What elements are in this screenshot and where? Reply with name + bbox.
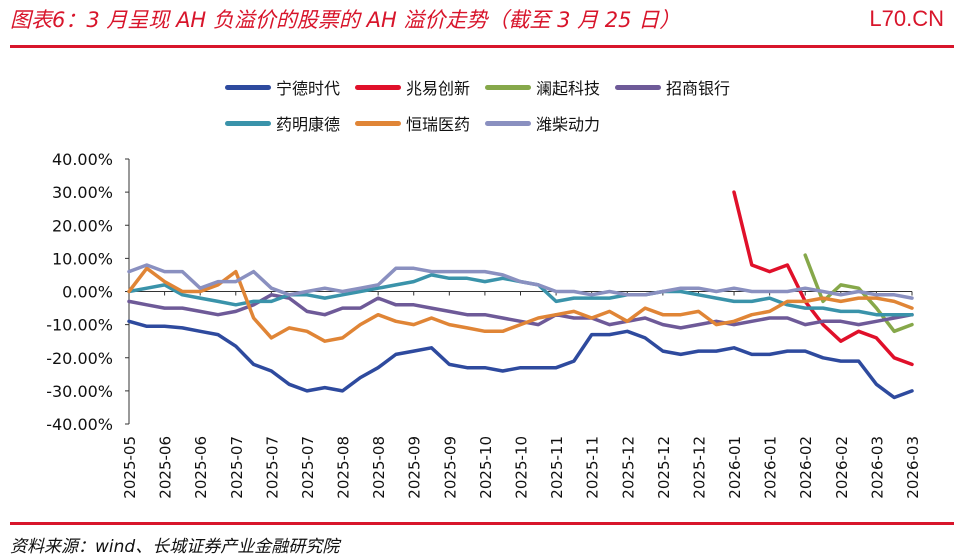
legend-swatch [355,120,401,126]
legend-swatch [485,84,531,90]
legend-item: 潍柴动力 [485,111,615,135]
legend-label: 宁德时代 [276,79,341,98]
legend-item: 药明康德 [225,111,355,135]
x-tick-label: 2026-02 [797,436,815,499]
x-tick-label: 2025-07 [299,436,317,499]
x-tick-label: 2025-07 [263,436,281,499]
legend-item: 澜起科技 [485,75,615,99]
legend-label: 潍柴动力 [536,115,601,134]
legend-swatch [225,84,271,90]
legend-label: 招商银行 [666,79,731,98]
legend-swatch [615,84,661,90]
x-tick-label: 2025-05 [121,436,139,499]
y-tick-label: 20.00% [52,216,113,235]
legend-item: 宁德时代 [225,75,355,99]
legend-swatch [355,84,401,90]
x-tick-label: 2026-02 [833,436,851,499]
x-tick-label: 2025-06 [157,436,175,499]
legend-label: 兆易创新 [406,79,471,98]
series-line-2 [803,253,914,334]
footer-divider [10,522,954,525]
legend-label: 恒瑞医药 [406,115,471,134]
x-tick-label: 2025-09 [441,436,459,499]
series-line-5 [127,266,914,343]
legend-row-1: 宁德时代 兆易创新 澜起科技 招商银行 [225,75,745,99]
x-tick-label: 2025-08 [370,436,388,499]
y-tick-label: -20.00% [46,349,113,368]
legend-swatch [225,120,271,126]
y-tick-label: 30.00% [52,183,113,202]
x-tick-label: 2026-01 [762,436,780,499]
series-line-6 [127,263,914,300]
x-tick-label: 2025-11 [584,436,602,499]
x-tick-label: 2025-06 [192,436,210,499]
legend-swatch [485,120,531,126]
legend-label: 澜起科技 [536,79,601,98]
x-tick-label: 2025-12 [619,436,637,499]
title-divider [10,45,954,48]
watermark: L70.CN [869,6,944,31]
x-tick-label: 2025-10 [477,436,495,499]
x-tick-label: 2025-12 [655,436,673,499]
legend-row-2: 药明康德 恒瑞医药 潍柴动力 [225,111,615,135]
legend-label: 药明康德 [276,115,341,134]
x-tick-label: 2025-08 [335,436,353,499]
figure-title: 图表6：3 月呈现 AH 负溢价的股票的 AH 溢价走势（截至 3 月 25 日… [10,8,681,32]
y-tick-label: 40.00% [52,150,113,169]
x-tick-label: 2025-10 [513,436,531,499]
series-line-1 [732,190,914,367]
x-tick-label: 2025-11 [548,436,566,499]
legend-item: 恒瑞医药 [355,111,485,135]
legend-item: 招商银行 [615,75,745,99]
x-tick-label: 2025-09 [406,436,424,499]
x-tick-label: 2026-01 [726,436,744,499]
y-tick-label: -30.00% [46,382,113,401]
y-tick-label: -10.00% [46,316,113,335]
x-tick-label: 2026-03 [904,436,922,499]
y-tick-label: 0.00% [62,283,113,302]
series-line-0 [127,319,914,400]
y-tick-label: -40.00% [46,415,113,434]
x-tick-label: 2025-07 [228,436,246,499]
x-tick-label: 2026-03 [868,436,886,499]
source-note: 资料来源：wind、长城证券产业金融研究院 [10,537,340,557]
x-tick-label: 2025-12 [690,436,708,499]
y-tick-label: 10.00% [52,249,113,268]
legend-item: 兆易创新 [355,75,485,99]
